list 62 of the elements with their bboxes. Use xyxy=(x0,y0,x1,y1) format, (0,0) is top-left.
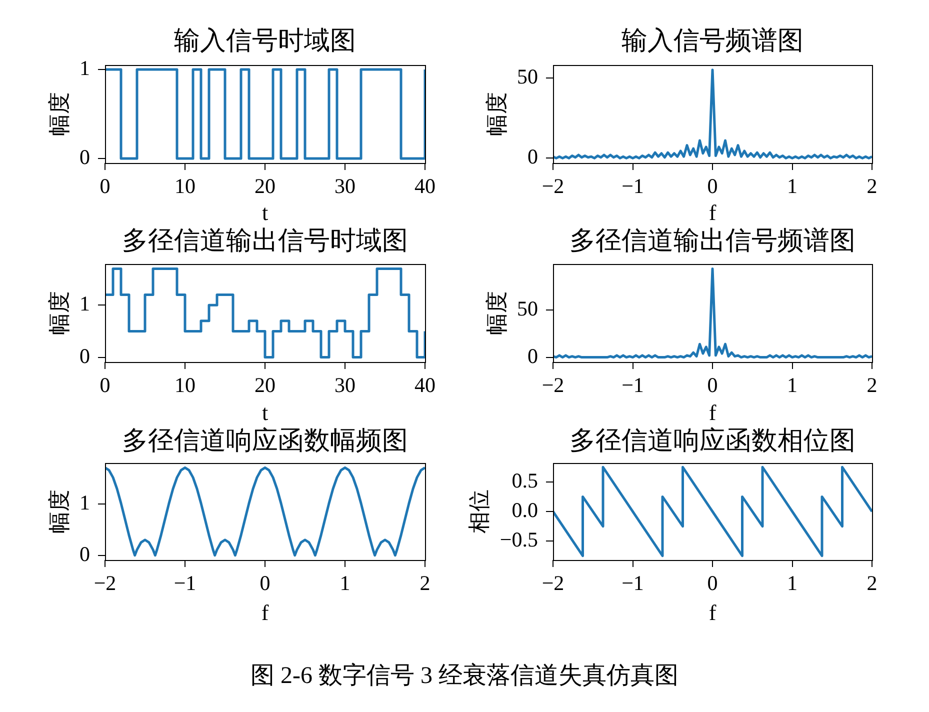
chart-title: 多径信道输出信号时域图 xyxy=(122,226,408,255)
x-axis-title: t xyxy=(262,400,268,425)
x-tick-label: 30 xyxy=(334,174,356,198)
x-tick-label: 1 xyxy=(787,571,798,596)
x-tick-label: 2 xyxy=(866,373,878,398)
x-tick-label: 0 xyxy=(100,174,110,198)
chart-title: 多径信道输出信号频谱图 xyxy=(570,226,856,255)
caption: 图 2-6 数字信号 3 经衰落信道失真仿真图 xyxy=(250,662,678,691)
x-tick-label: −2 xyxy=(542,571,564,596)
x-tick-label: −1 xyxy=(622,571,644,596)
y-axis-title: 幅度 xyxy=(484,92,509,136)
y-tick-label: 0 xyxy=(528,144,538,169)
x-tick-label: 10 xyxy=(174,373,196,398)
y-tick-label: 1 xyxy=(80,292,90,316)
x-tick-label: 30 xyxy=(334,373,356,398)
chart-title: 输入信号频谱图 xyxy=(622,26,804,55)
y-tick-label: 0 xyxy=(80,145,90,170)
x-tick-label: 0 xyxy=(707,571,718,596)
x-tick-label: 40 xyxy=(414,174,436,198)
x-axis-title: f xyxy=(708,600,717,625)
x-axis-title: f xyxy=(708,400,717,425)
x-tick-label: 1 xyxy=(340,571,350,596)
x-tick-label: −2 xyxy=(542,174,564,198)
chart-title: 多径信道响应函数相位图 xyxy=(570,426,856,455)
chart-title: 多径信道响应函数幅频图 xyxy=(122,426,408,455)
x-axis-title: f xyxy=(708,200,717,225)
x-tick-label: 20 xyxy=(254,373,276,398)
y-axis-title: 幅度 xyxy=(46,291,72,335)
y-axis-title: 相位 xyxy=(466,490,492,534)
x-tick-label: 1 xyxy=(787,373,798,398)
y-tick-label: 0 xyxy=(80,344,90,368)
x-tick-label: 2 xyxy=(866,174,878,198)
x-tick-label: 10 xyxy=(174,174,196,198)
y-axis-title: 幅度 xyxy=(484,291,509,335)
x-tick-label: 1 xyxy=(787,174,798,198)
x-tick-label: 20 xyxy=(254,174,276,198)
y-tick-label: 0 xyxy=(80,542,90,566)
x-axis-title: f xyxy=(261,600,270,625)
chart-title: 输入信号时域图 xyxy=(174,26,356,55)
y-tick-label: 0.5 xyxy=(512,468,538,492)
y-tick-label: 0 xyxy=(528,344,538,368)
x-tick-label: 0 xyxy=(707,174,718,198)
x-axis-title: t xyxy=(262,200,268,225)
y-tick-label: 1 xyxy=(80,56,90,80)
x-tick-label: 0 xyxy=(100,373,110,398)
y-tick-label: 50 xyxy=(517,64,538,88)
x-tick-label: −1 xyxy=(622,373,644,398)
x-tick-label: −2 xyxy=(94,571,116,596)
x-tick-label: 2 xyxy=(866,571,878,596)
y-tick-label: 1 xyxy=(80,490,90,514)
y-tick-label: −0.5 xyxy=(500,528,538,552)
x-tick-label: 2 xyxy=(420,571,430,596)
y-axis-title: 幅度 xyxy=(46,490,72,534)
x-tick-label: −1 xyxy=(622,174,644,198)
y-tick-label: 0.0 xyxy=(512,498,538,522)
x-tick-label: −1 xyxy=(174,571,196,596)
x-tick-label: 0 xyxy=(260,571,270,596)
y-tick-label: 50 xyxy=(517,296,538,321)
y-axis-title: 幅度 xyxy=(46,92,72,136)
x-tick-label: −2 xyxy=(542,373,564,398)
x-tick-label: 0 xyxy=(707,373,718,398)
x-tick-label: 40 xyxy=(414,373,436,398)
